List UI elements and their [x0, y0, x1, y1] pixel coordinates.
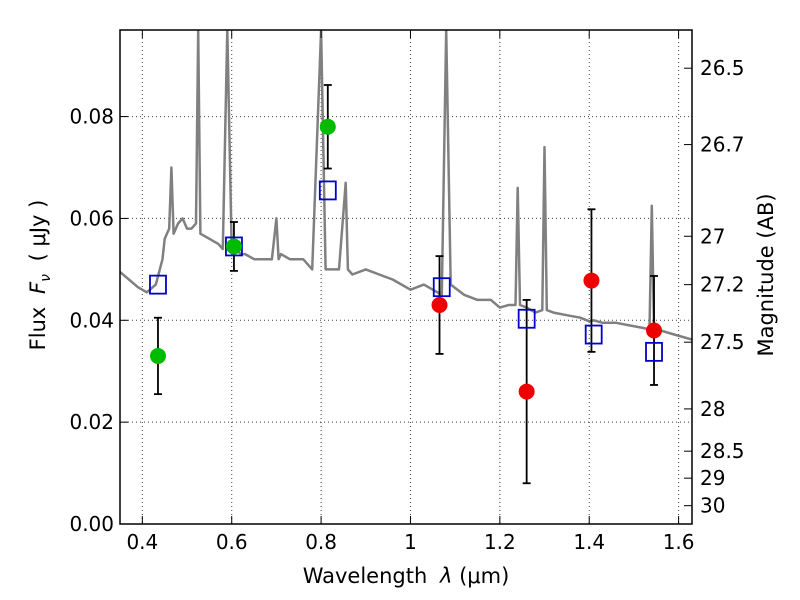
x-tick-label: 0.8 [305, 530, 337, 554]
y-axis-label: Flux Fν ( μJy ) [26, 200, 55, 351]
observed-red-point [646, 322, 663, 339]
grid [120, 30, 692, 524]
y2-tick-label: 27.2 [700, 273, 745, 297]
x-tick-label: 0.6 [216, 530, 248, 554]
observed-green-point [149, 347, 166, 364]
y2-tick-label: 30 [700, 494, 725, 518]
y-tick-label: 0.08 [69, 105, 114, 129]
y-tick-label: 0.06 [69, 206, 114, 230]
x-tick-label: 1 [404, 530, 417, 554]
y2-tick-label: 27.5 [700, 330, 745, 354]
markers [149, 118, 663, 400]
y-tick-label: 0.00 [69, 512, 114, 536]
model-photometry-square [517, 308, 536, 329]
x-tick-label: 1.6 [663, 530, 695, 554]
observed-red-point [431, 297, 448, 314]
observed-green-point [319, 118, 336, 135]
model-photometry-square [584, 324, 603, 345]
y2-tick-label: 27 [700, 224, 725, 248]
model-spectrum-line [120, 30, 692, 341]
y2-tick-label: 26.7 [700, 133, 745, 157]
model-photometry-square [645, 341, 663, 362]
x-tick-label: 0.4 [126, 530, 158, 554]
x-tick-label: 1.4 [573, 530, 605, 554]
observed-red-point [518, 383, 535, 400]
spectrum-layer [120, 30, 692, 341]
observed-green-point [225, 238, 242, 255]
x-tick-label: 1.2 [484, 530, 516, 554]
y2-axis-label: Magnitude (AB) [754, 193, 778, 356]
y-tick-label: 0.04 [69, 308, 114, 332]
plot-frame [119, 29, 693, 525]
observed-red-point [583, 272, 600, 289]
y2-tick-label: 26.5 [700, 56, 745, 80]
model-photometry-square [432, 277, 451, 298]
x-axis-label: Wavelength λ (μm) [303, 564, 510, 588]
y2-tick-label: 29 [700, 466, 725, 490]
model-photometry-square [318, 180, 337, 201]
y-tick-label: 0.02 [69, 410, 114, 434]
y2-tick-label: 28 [700, 397, 725, 421]
ticks: 0.4 0.6 0.8 1 1.2 1.4 1.6 0.00 0.02 0.04 0.06 0.08 2… [69, 30, 745, 554]
y2-tick-label: 28.5 [700, 439, 745, 463]
model-photometry-square [149, 274, 167, 295]
